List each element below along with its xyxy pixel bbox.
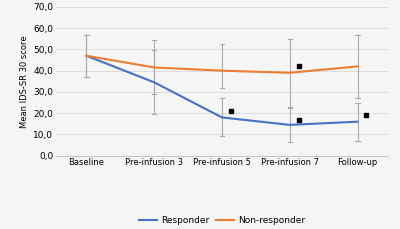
Legend: Responder, Non-responder: Responder, Non-responder xyxy=(136,212,308,229)
Y-axis label: Mean IDS-SR 30 score: Mean IDS-SR 30 score xyxy=(20,35,29,128)
